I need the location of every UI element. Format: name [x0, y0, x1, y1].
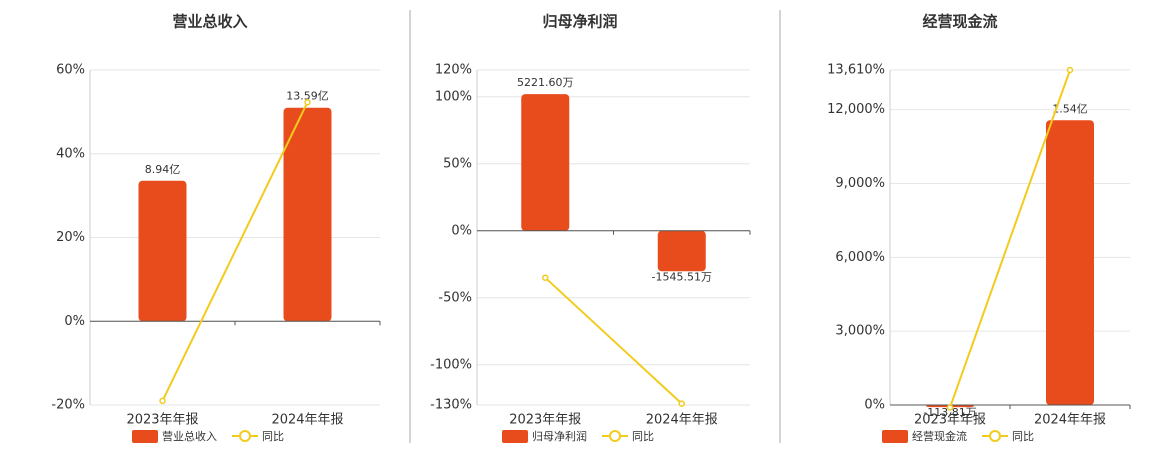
value-label: 8.94亿 [145, 163, 181, 176]
y-tick-label: 50% [443, 156, 472, 171]
y-tick-label: 13,610% [827, 63, 885, 78]
line-point [678, 400, 685, 407]
legend-swatch [132, 430, 158, 443]
legend-swatch [882, 430, 908, 443]
chart-title: 营业总收入 [172, 13, 247, 31]
line-point [542, 274, 549, 281]
line-point [1066, 66, 1074, 74]
line-point [159, 397, 166, 405]
y-tick-label: -100% [430, 357, 472, 372]
value-label: -1545.51万 [652, 270, 712, 283]
y-tick-label: 12,000% [827, 102, 885, 117]
x-tick-label: 2023年年报 [914, 413, 986, 428]
y-tick-label: 120% [435, 63, 472, 78]
chart-title: 归母净利润 [542, 13, 617, 31]
legend-swatch [989, 430, 1001, 442]
value-label: 5221.60万 [517, 76, 574, 89]
line [544, 276, 683, 405]
y-tick-label: 100% [435, 89, 472, 104]
legend-label: 同比 [1012, 430, 1034, 443]
legend-label: 营业总收入 [162, 429, 217, 443]
x-tick-label: 2023年年报 [509, 413, 581, 428]
x-tick-label: 2024年年报 [646, 413, 718, 428]
legend-swatch [239, 430, 251, 442]
x-tick-label: 2023年年报 [126, 413, 198, 428]
legend-label: 同比 [262, 430, 284, 443]
x-tick-label: 2024年年报 [1034, 413, 1106, 428]
legend-swatch [502, 430, 528, 443]
value-label: -113.81万 [923, 406, 976, 419]
x-tick-label: 2024年年报 [271, 413, 343, 428]
y-tick-label: 0% [864, 398, 885, 413]
line-point [946, 404, 954, 411]
legend-label: 经营现金流 [912, 429, 967, 443]
value-label: 1.54亿 [1052, 102, 1088, 115]
y-tick-label: 3,000% [835, 324, 885, 339]
y-tick-label: -50% [438, 290, 472, 305]
y-tick-label: 6,000% [835, 250, 885, 265]
bar [657, 230, 706, 272]
value-label: 13.59亿 [286, 90, 329, 103]
bar [521, 94, 570, 231]
legend-label: 同比 [632, 430, 654, 443]
y-tick-label: 40% [56, 146, 85, 161]
bar [283, 107, 332, 322]
y-tick-label: -20% [51, 398, 85, 413]
line [949, 69, 1071, 408]
chart-title: 经营现金流 [922, 13, 997, 31]
bar [138, 180, 187, 322]
y-tick-label: 0% [451, 223, 472, 238]
line [161, 101, 309, 402]
y-tick-label: -130% [430, 398, 472, 413]
legend-label: 归母净利润 [532, 429, 587, 443]
bar [1046, 120, 1094, 405]
y-tick-label: 0% [64, 314, 85, 329]
y-tick-label: 9,000% [835, 176, 885, 191]
line-point [304, 98, 311, 106]
y-tick-label: 20% [56, 230, 85, 245]
legend-swatch [609, 430, 621, 442]
y-tick-label: 60% [56, 63, 85, 78]
